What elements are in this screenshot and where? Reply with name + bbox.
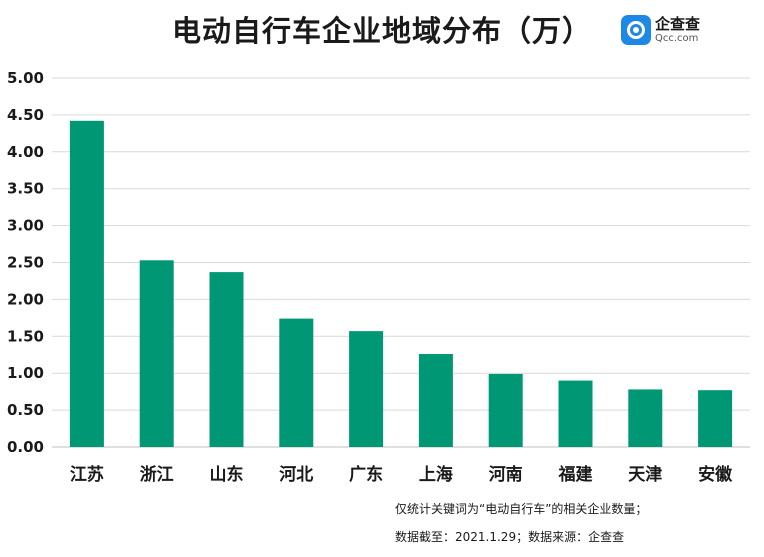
logo-domain: Qcc.com bbox=[655, 32, 699, 44]
bar-9 bbox=[628, 389, 663, 447]
y-tick-label: 1.50 bbox=[7, 327, 44, 345]
y-tick-label: 0.50 bbox=[7, 401, 44, 419]
x-tick-label: 河南 bbox=[489, 464, 523, 485]
y-tick-label: 3.50 bbox=[7, 180, 44, 198]
y-tick-label: 1.00 bbox=[7, 364, 44, 382]
qcc-logo: 企查查 Qcc.com bbox=[621, 12, 700, 48]
y-tick-label: 4.50 bbox=[7, 106, 44, 124]
x-tick-label: 江苏 bbox=[70, 464, 104, 485]
bar-5 bbox=[349, 331, 384, 447]
bar-3 bbox=[209, 272, 244, 447]
x-tick-label: 安徽 bbox=[698, 464, 733, 485]
y-tick-label: 2.00 bbox=[7, 290, 44, 308]
bar-4 bbox=[279, 318, 314, 447]
bar-6 bbox=[418, 354, 453, 447]
bar-10 bbox=[698, 390, 733, 447]
y-tick-label: 0.00 bbox=[7, 438, 44, 456]
chart-title: 电动自行车企业地域分布（万） bbox=[171, 14, 592, 48]
x-tick-label: 福建 bbox=[558, 464, 593, 485]
bar-1 bbox=[69, 120, 104, 447]
x-tick-label: 河北 bbox=[279, 465, 313, 485]
y-tick-label: 5.00 bbox=[7, 69, 44, 87]
qcc-logo-icon bbox=[621, 15, 651, 45]
y-tick-label: 4.00 bbox=[7, 143, 44, 161]
logo-name: 企查查 bbox=[655, 14, 701, 33]
bar-8 bbox=[558, 380, 593, 447]
y-tick-label: 3.00 bbox=[7, 217, 44, 235]
x-tick-label: 山东 bbox=[210, 464, 244, 485]
x-tick-label: 天津 bbox=[628, 464, 662, 485]
footnote-scope: 仅统计关键词为“电动自行车”的相关企业数量； bbox=[395, 502, 648, 516]
footnote-source: 数据截至：2021.1.29；数据来源：企查查 bbox=[395, 530, 625, 544]
x-tick-label: 广东 bbox=[349, 464, 383, 485]
bar-7 bbox=[488, 373, 523, 447]
bar-2 bbox=[139, 260, 174, 447]
x-tick-label: 上海 bbox=[419, 464, 453, 485]
x-tick-label: 浙江 bbox=[140, 464, 174, 485]
y-tick-label: 2.50 bbox=[7, 254, 44, 272]
